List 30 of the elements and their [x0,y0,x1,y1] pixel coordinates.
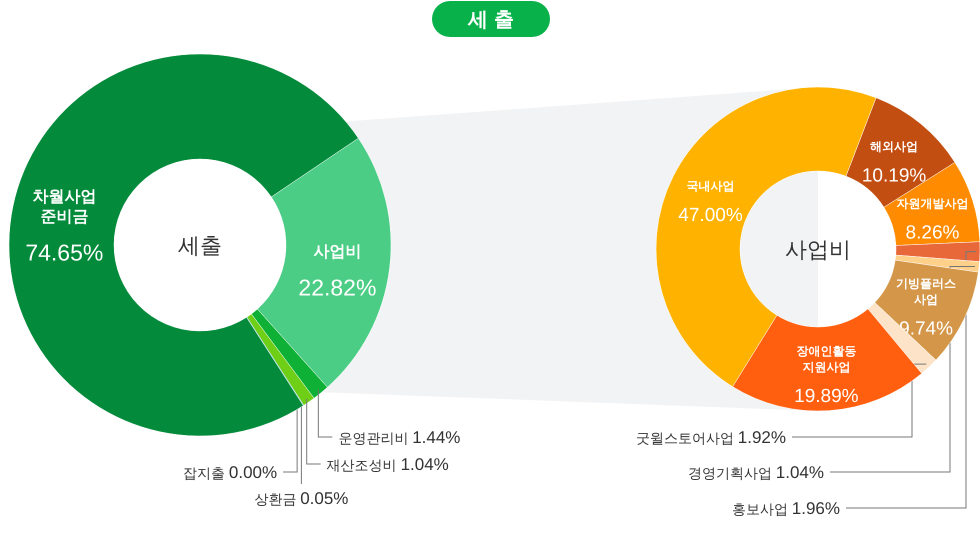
chart-title: 세 출 [467,9,514,31]
text: 세출 [178,233,222,258]
data-label: 1.92% [738,428,786,447]
data-label: 1.04% [776,463,824,482]
data-label: 8.26% [906,222,960,244]
slice-label: 상환금 [254,491,300,507]
text: 사업비 [785,237,851,262]
slice-label: 재산조성비 [326,457,401,473]
slice-label: 운영관리비 [338,430,412,446]
category-label: 잡지출 [183,465,226,481]
slice-label: 차월사업 준비금 [32,188,96,226]
slice-label: 장애인활동 지원사업 [796,344,856,374]
data-label: 19.89% [794,386,859,408]
data-label: 1.04% [400,455,449,474]
slice-label: 굿윌스토어사업 [636,430,738,446]
slice-label: 사업비 [313,244,362,261]
slice-label: 자원개발사업 [896,196,968,211]
text: 0.00% [228,463,278,482]
data-label: 22.82% [298,274,376,301]
data-label: 74.65% [25,240,104,266]
data-label: 0.05% [300,489,348,508]
slice-label: 경영기획사업 [688,465,776,481]
slice-label: 해외사업 [870,140,918,154]
data-label: 10.19% [862,166,926,187]
slice-label: 국내사업 [686,179,735,194]
slice-label: 홍보사업 [732,501,792,517]
data-label: 1.96% [792,499,840,518]
slice-label: 기빙플러스 사업 [896,276,956,307]
data-label: 1.44% [412,428,460,447]
data-label: 47.00% [678,205,743,226]
